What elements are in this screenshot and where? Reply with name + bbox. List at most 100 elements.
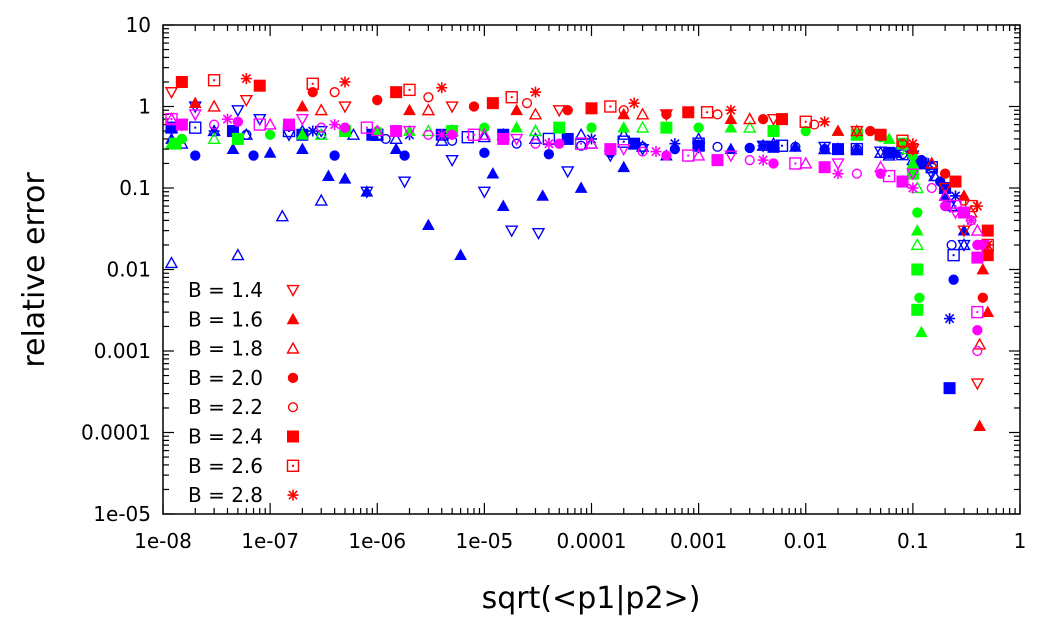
data-point-stroke	[726, 105, 736, 115]
data-point	[190, 150, 201, 161]
data-point	[948, 274, 959, 285]
data-point	[528, 124, 543, 137]
data-point	[543, 149, 555, 160]
data-point-stroke	[908, 183, 918, 193]
data-point	[329, 150, 340, 161]
series-b-1-8-red-	[207, 99, 987, 350]
data-point	[505, 91, 518, 104]
data-point	[389, 131, 403, 145]
data-point-dot	[888, 175, 891, 178]
data-point	[977, 292, 989, 303]
data-point	[950, 190, 962, 202]
x-tick-label: 0.01	[783, 529, 828, 553]
data-point	[528, 107, 543, 120]
data-point	[682, 106, 695, 119]
data-point	[635, 107, 650, 120]
data-point	[637, 146, 648, 157]
data-point	[486, 167, 500, 179]
data-point	[743, 112, 757, 125]
data-point-stroke	[950, 191, 961, 201]
data-point	[397, 176, 412, 189]
data-point	[939, 200, 951, 212]
series-b-2-0-red-	[307, 86, 989, 303]
data-point	[911, 263, 924, 276]
series-b-2-2-magenta-	[209, 119, 983, 357]
data-point	[790, 141, 801, 152]
data-point-outline	[949, 199, 962, 213]
data-point	[768, 158, 779, 169]
data-point	[446, 129, 458, 140]
data-point-stroke	[629, 98, 639, 108]
data-point	[338, 172, 352, 184]
data-point	[338, 101, 352, 114]
data-point	[461, 131, 474, 144]
data-point	[207, 99, 221, 112]
data-point	[604, 100, 617, 113]
x-axis-title: sqrt(<p1|p2>)	[482, 581, 701, 616]
data-point	[744, 142, 755, 154]
data-point-dot	[580, 142, 583, 145]
legend-entry: B = 2.0	[188, 366, 299, 390]
data-point	[725, 104, 737, 116]
data-point	[445, 101, 459, 114]
y-tick-label: 0.0001	[81, 421, 151, 445]
plot-frame	[162, 24, 1021, 515]
data-point	[851, 168, 862, 179]
data-point	[231, 248, 245, 261]
data-point	[164, 112, 179, 125]
data-point	[552, 105, 566, 118]
data-point	[970, 378, 985, 391]
x-tick-label: 0.001	[670, 529, 727, 553]
data-point	[372, 94, 383, 106]
data-point	[910, 238, 924, 251]
data-point	[585, 102, 598, 115]
data-point	[296, 128, 309, 140]
data-point	[248, 150, 259, 161]
data-point-dot	[794, 162, 797, 165]
legend-label: B = 1.8	[188, 337, 263, 361]
data-point	[712, 141, 723, 152]
data-point-stroke	[437, 130, 447, 140]
data-point	[530, 138, 541, 149]
data-point	[947, 248, 960, 262]
data-point	[618, 105, 629, 116]
data-point	[800, 125, 811, 137]
legend-marker-dot	[292, 464, 294, 467]
data-point-outline	[700, 106, 714, 119]
y-tick-label: 0.1	[119, 176, 151, 200]
legend-marker	[287, 402, 299, 413]
data-point-dot	[952, 254, 955, 257]
legend-label: B = 1.6	[188, 307, 263, 331]
data-point	[231, 105, 245, 118]
data-point	[914, 292, 925, 303]
data-point-dot	[472, 133, 475, 136]
data-point	[851, 144, 862, 155]
data-point	[628, 137, 641, 150]
legend-marker	[286, 312, 300, 325]
data-point	[296, 142, 309, 155]
data-point	[896, 134, 909, 147]
data-point	[586, 122, 597, 133]
data-point	[188, 109, 202, 122]
data-point-stroke	[758, 155, 768, 165]
data-point-dot	[901, 139, 904, 142]
data-point	[693, 122, 704, 133]
data-point	[635, 120, 650, 133]
data-point	[976, 262, 990, 275]
x-tick-label: 1e-08	[134, 529, 192, 553]
data-point	[477, 130, 492, 143]
data-point-outline	[253, 118, 266, 131]
data-point	[938, 182, 952, 195]
data-point	[724, 112, 738, 125]
data-point-outline	[896, 134, 909, 147]
data-point-dot	[954, 205, 957, 208]
data-point	[957, 206, 970, 219]
data-point-dot	[706, 111, 709, 114]
data-point	[529, 86, 541, 98]
data-point	[972, 325, 983, 336]
y-tick-label: 0.001	[94, 339, 151, 363]
data-point	[949, 175, 962, 188]
data-point-outline	[850, 142, 864, 156]
y-tick-label: 0.01	[106, 258, 151, 282]
data-point	[231, 132, 244, 145]
